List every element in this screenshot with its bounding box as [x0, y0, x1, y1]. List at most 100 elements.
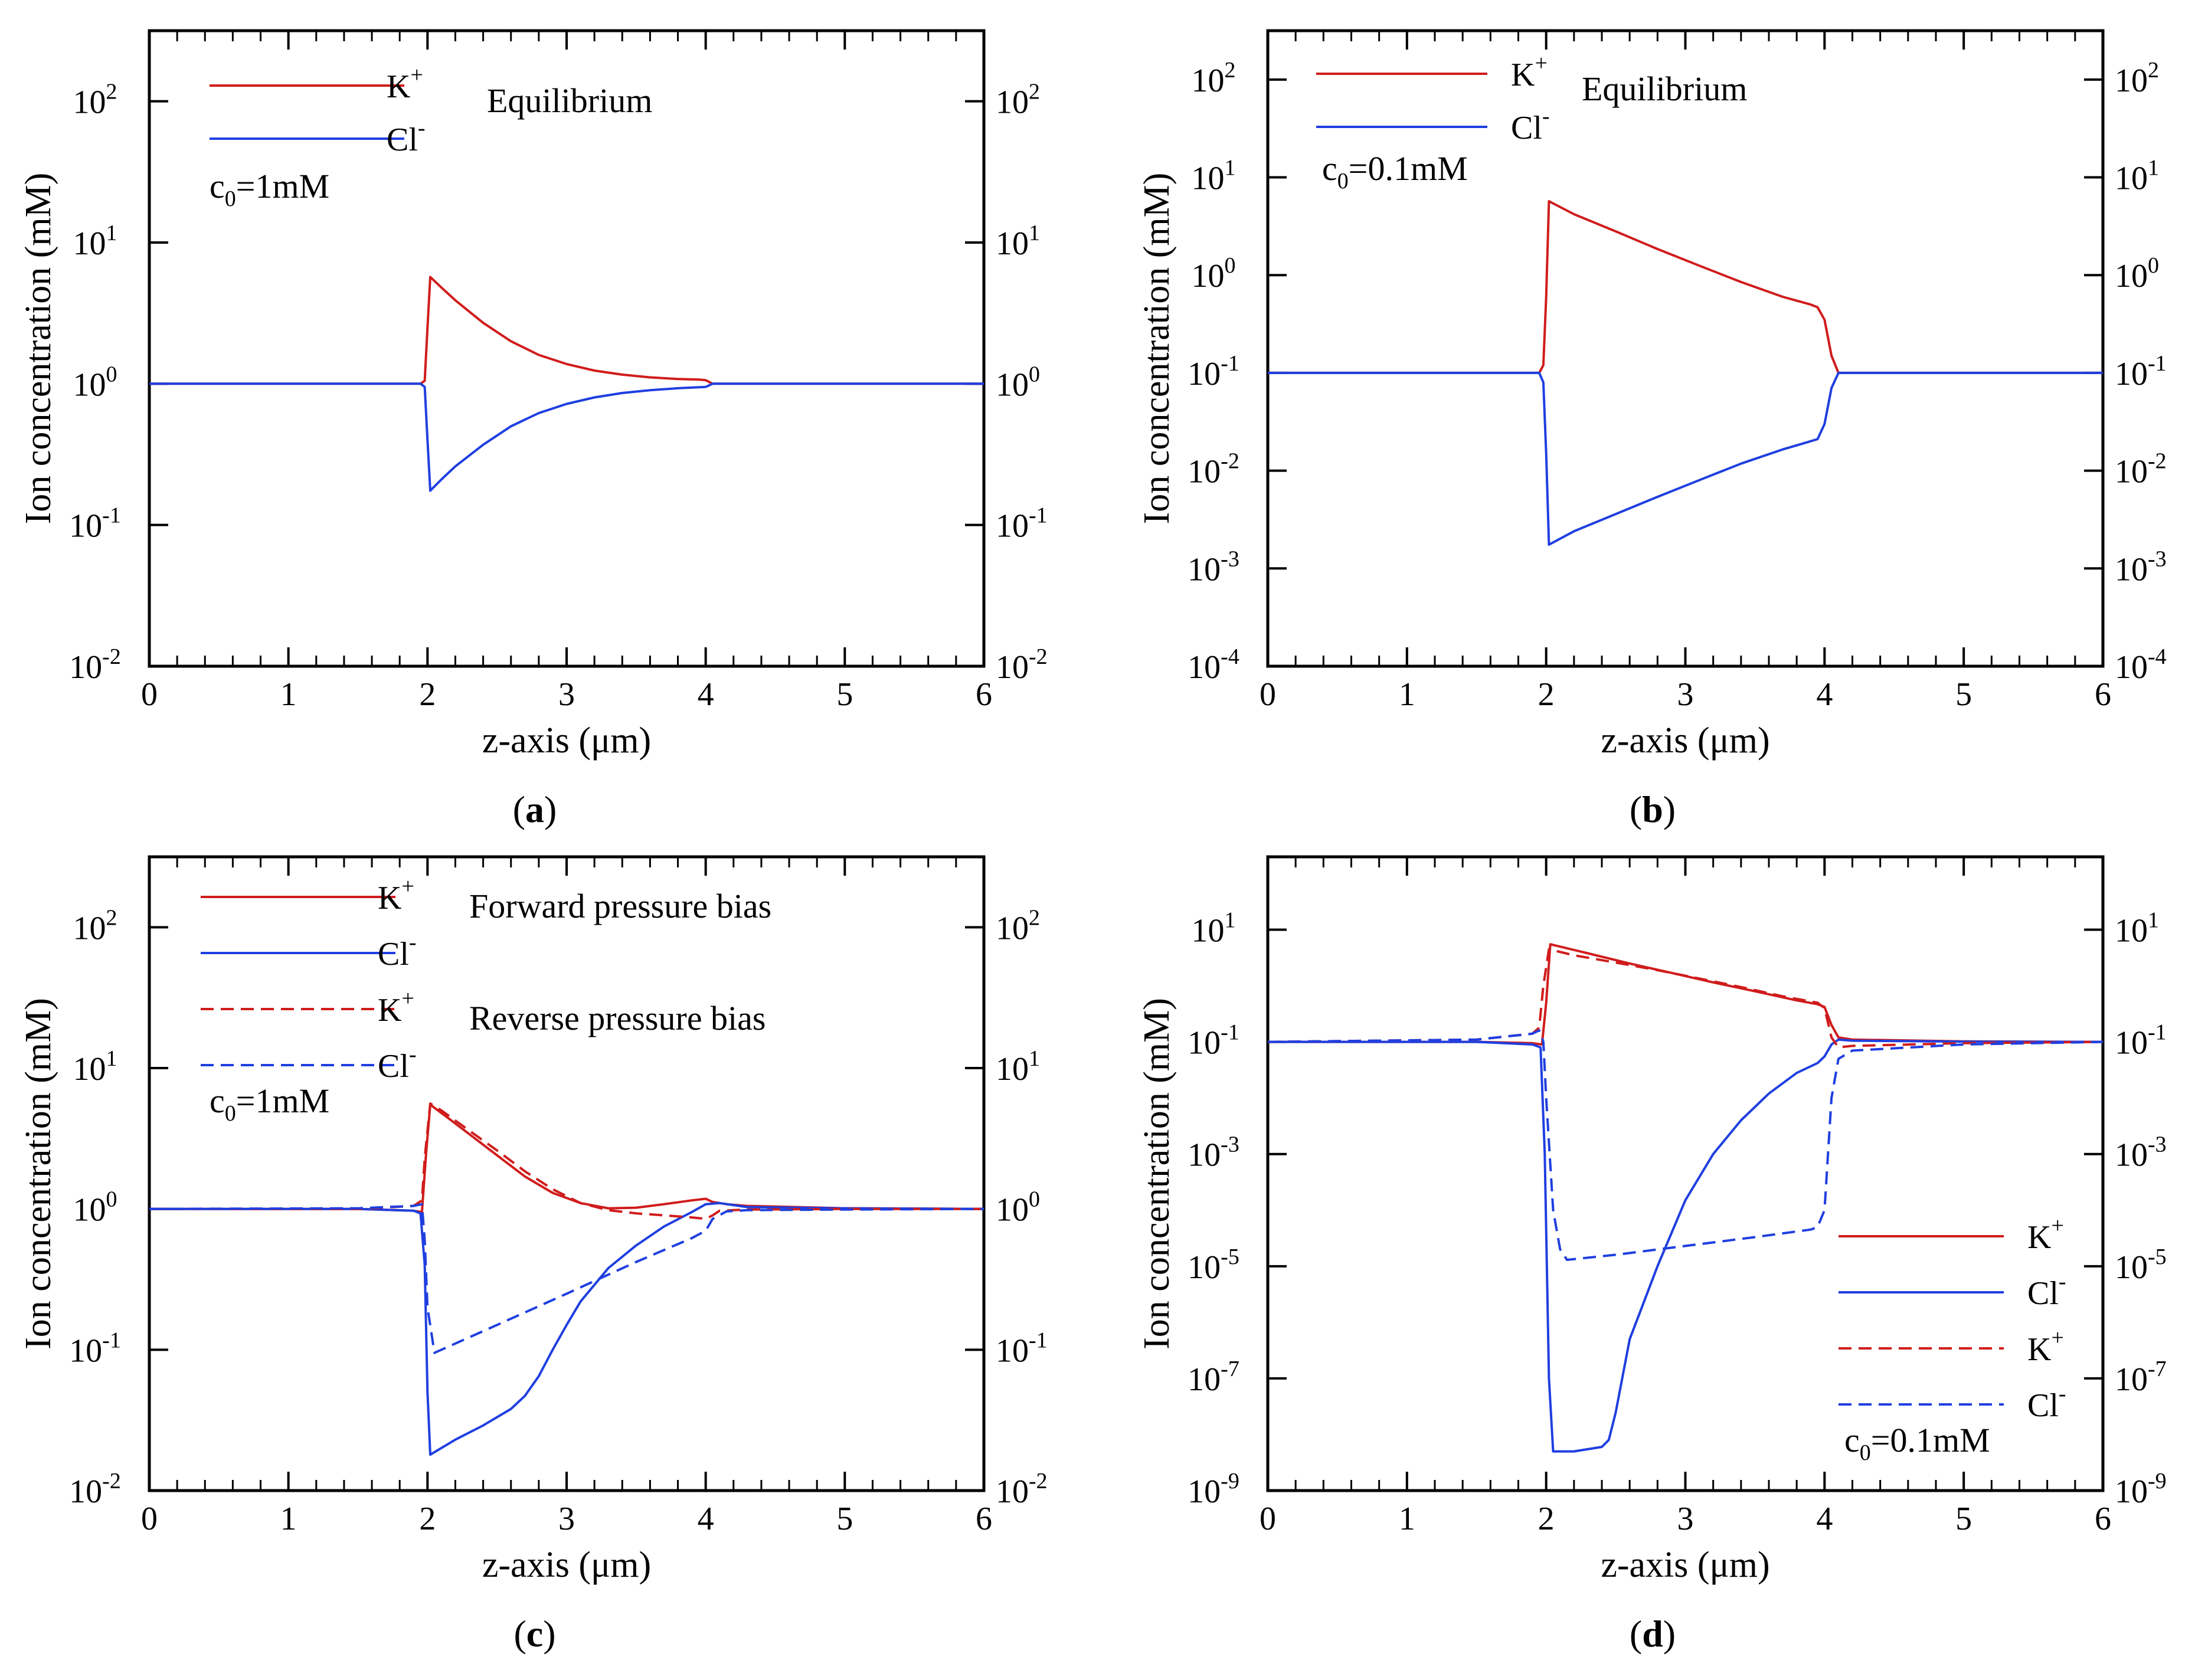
x-tick-label: 5	[836, 676, 853, 713]
x-tick-label: 5	[1955, 1501, 1972, 1537]
y-tick-label: 10-1	[1188, 1020, 1239, 1062]
x-tick-label: 2	[419, 1501, 436, 1537]
x-tick-label: 2	[1538, 1501, 1555, 1537]
x-axis-label: z-axis (μm)	[482, 721, 651, 761]
y-tick-label: 10-7	[1188, 1357, 1239, 1398]
x-tick-label: 6	[976, 676, 992, 713]
y-tick-label: 10-1	[1188, 351, 1239, 392]
y-tick-label-right: 100	[2115, 253, 2159, 294]
y-tick-label-right: 100	[996, 362, 1040, 403]
legend-label: Cl-	[2027, 1269, 2066, 1312]
y-tick-label-right: 10-1	[2115, 351, 2167, 392]
y-tick-label-right: 101	[996, 221, 1040, 262]
y-tick-label-right: 10-7	[2115, 1357, 2167, 1398]
y-tick-label-right: 102	[996, 80, 1040, 121]
y-tick-label-right: 100	[996, 1187, 1040, 1229]
series-line-1	[1268, 943, 2104, 1046]
y-tick-label-right: 10-2	[996, 644, 1048, 686]
x-axis-label: z-axis (μm)	[482, 1545, 651, 1585]
x-tick-label: 4	[698, 676, 714, 713]
y-tick-label: 100	[73, 362, 117, 403]
x-tick-label: 1	[280, 1501, 297, 1537]
x-tick-label: 6	[976, 1501, 992, 1537]
x-tick-label: 6	[2095, 676, 2111, 713]
legend-label: K+	[378, 874, 414, 916]
y-tick-label-right: 102	[2115, 58, 2159, 99]
series-line-4	[149, 1203, 984, 1354]
x-tick-label: 0	[1260, 676, 1276, 713]
y-axis-label: Ion concentration (mM)	[1137, 173, 1177, 525]
x-tick-label: 3	[558, 676, 575, 713]
x-tick-label: 3	[558, 1501, 575, 1537]
y-tick-label-right: 10-1	[996, 1328, 1048, 1369]
annotation-text: Forward pressure bias	[469, 887, 771, 925]
x-tick-label: 4	[698, 1501, 714, 1537]
series-line-1	[149, 276, 984, 385]
y-tick-label: 10-2	[69, 644, 121, 686]
series-line-1	[1268, 200, 2103, 374]
annotation-text: Equilibrium	[1582, 70, 1747, 108]
x-tick-label: 1	[1399, 676, 1415, 713]
y-tick-label: 101	[1192, 908, 1236, 949]
legend-label: K+	[387, 63, 423, 105]
y-tick-label-right: 10-1	[996, 503, 1048, 545]
x-tick-label: 6	[2095, 1501, 2111, 1537]
series-line-2	[149, 1201, 984, 1456]
y-tick-label-right: 101	[996, 1046, 1040, 1088]
y-tick-label: 10-4	[1188, 644, 1239, 686]
x-axis-label: z-axis (μm)	[1601, 721, 1769, 761]
y-tick-label: 100	[73, 1187, 117, 1229]
y-tick-label-right: 10-4	[2115, 644, 2167, 686]
concentration-label: c0=1mM	[210, 167, 329, 211]
y-tick-label: 102	[73, 905, 117, 947]
panel-d: 0 1 2 3 4 5 610-9 10-910-7 10-710-5 10-510-3 10-31…	[1137, 855, 2167, 1655]
series-line-4	[1267, 1029, 2104, 1261]
y-tick-label: 100	[1192, 253, 1236, 294]
x-tick-label: 2	[1538, 676, 1555, 713]
y-tick-label: 10-1	[69, 503, 121, 545]
y-axis-label: Ion concentration (mM)	[18, 998, 58, 1350]
legend-label: Cl-	[387, 116, 426, 158]
y-tick-label-right: 101	[2115, 156, 2159, 197]
x-tick-label: 4	[1816, 676, 1833, 713]
series-line-2	[1268, 371, 2103, 546]
x-tick-label: 1	[1399, 1501, 1415, 1537]
legend-label: K+	[378, 986, 414, 1029]
x-tick-label: 3	[1677, 1501, 1694, 1537]
concentration-label: c0=0.1mM	[1322, 149, 1468, 194]
x-tick-label: 1	[280, 676, 297, 713]
y-tick-label-right: 102	[996, 905, 1040, 947]
annotation-text: Reverse pressure bias	[469, 999, 766, 1037]
y-tick-label: 101	[1192, 156, 1236, 197]
y-tick-label: 10-5	[1188, 1245, 1239, 1286]
panel-label: (b)	[1630, 788, 1676, 830]
panel-label: (c)	[513, 1613, 555, 1655]
y-tick-label-right: 10-3	[2115, 1132, 2167, 1174]
y-tick-label: 10-2	[1188, 449, 1239, 490]
series-line-3	[1267, 948, 2104, 1049]
y-tick-label: 10-1	[69, 1328, 121, 1369]
series-line-1	[149, 1103, 984, 1213]
panel-b: 0 1 2 3 4 5 610-4 10-410-3 10-310-2 10-210-1 10-11…	[1137, 29, 2167, 830]
x-tick-label: 3	[1677, 676, 1694, 713]
series-line-2	[1268, 1038, 2104, 1453]
panel-label: (a)	[513, 788, 557, 830]
y-tick-label: 102	[1192, 58, 1236, 99]
series-line-3	[149, 1102, 984, 1220]
y-tick-label: 102	[73, 80, 117, 121]
y-tick-label-right: 101	[2115, 908, 2159, 949]
plot-frame	[1266, 855, 2105, 1492]
y-tick-label-right: 10-2	[2115, 449, 2167, 490]
y-tick-label-right: 10-2	[996, 1469, 1048, 1510]
y-tick-label: 10-3	[1188, 546, 1239, 588]
legend-label: K+	[2027, 1213, 2064, 1256]
x-tick-label: 0	[141, 676, 158, 713]
y-tick-label-right: 10-3	[2115, 546, 2167, 588]
series-line-2	[149, 382, 984, 492]
legend-label: K+	[2027, 1325, 2064, 1368]
y-tick-label: 10-3	[1188, 1132, 1239, 1174]
y-tick-label-right: 10-1	[2115, 1020, 2167, 1062]
